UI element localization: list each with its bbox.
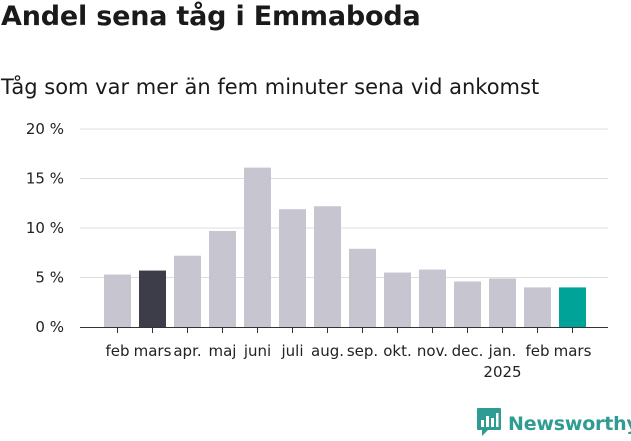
x-tick-label: jan. xyxy=(488,342,517,360)
newsworthy-logo: Newsworthy xyxy=(476,407,631,441)
bar-4 xyxy=(244,167,271,327)
bar-13 xyxy=(559,287,586,327)
x-tick-label: maj xyxy=(209,342,237,360)
bar-7 xyxy=(349,248,376,327)
bar-6 xyxy=(314,206,341,327)
x-tick-label: mars xyxy=(134,342,172,360)
bar-12 xyxy=(524,287,551,327)
x-tick-label: mars xyxy=(554,342,592,360)
newsworthy-logo-text: Newsworthy xyxy=(508,413,631,435)
bar-9 xyxy=(419,269,446,327)
x-axis xyxy=(80,327,608,333)
y-tick-label: 20 % xyxy=(26,120,64,138)
bar-11 xyxy=(489,278,516,327)
bar-8 xyxy=(384,272,411,327)
x-tick-label: apr. xyxy=(173,342,201,360)
bar-5 xyxy=(279,209,306,327)
bar-1 xyxy=(139,270,166,327)
x-tick-label: juli xyxy=(280,342,303,360)
chart-title: Andel sena tåg i Emmaboda xyxy=(1,1,421,32)
y-tick-label: 5 % xyxy=(35,269,64,287)
x-axis-labels: feb mars apr. maj juni juli aug. sep. okt. nov. de… xyxy=(105,342,591,381)
bar-10 xyxy=(454,281,481,327)
y-axis-labels: 0 % 5 % 10 % 15 % 20 % xyxy=(26,120,64,336)
bar-3 xyxy=(209,230,236,327)
bars xyxy=(104,167,586,327)
x-tick-label: juni xyxy=(243,342,271,360)
x-tick-label: dec. xyxy=(452,342,484,360)
x-tick-label: nov. xyxy=(417,342,448,360)
y-tick-label: 15 % xyxy=(26,170,64,188)
newsworthy-logo-icon xyxy=(476,407,502,441)
x-tick-label: feb xyxy=(525,342,549,360)
chart-subtitle: Tåg som var mer än fem minuter sena vid … xyxy=(1,75,540,99)
x-tick-label: sep. xyxy=(347,342,378,360)
x-tick-label: aug. xyxy=(311,342,344,360)
bar-2 xyxy=(174,255,201,327)
x-tick-label: feb xyxy=(105,342,129,360)
bar-0 xyxy=(104,274,131,327)
y-tick-label: 10 % xyxy=(26,219,64,237)
x-year-label: 2025 xyxy=(483,363,521,381)
x-tick-label: okt. xyxy=(383,342,412,360)
gridlines xyxy=(80,128,608,278)
y-tick-label: 0 % xyxy=(35,318,64,336)
